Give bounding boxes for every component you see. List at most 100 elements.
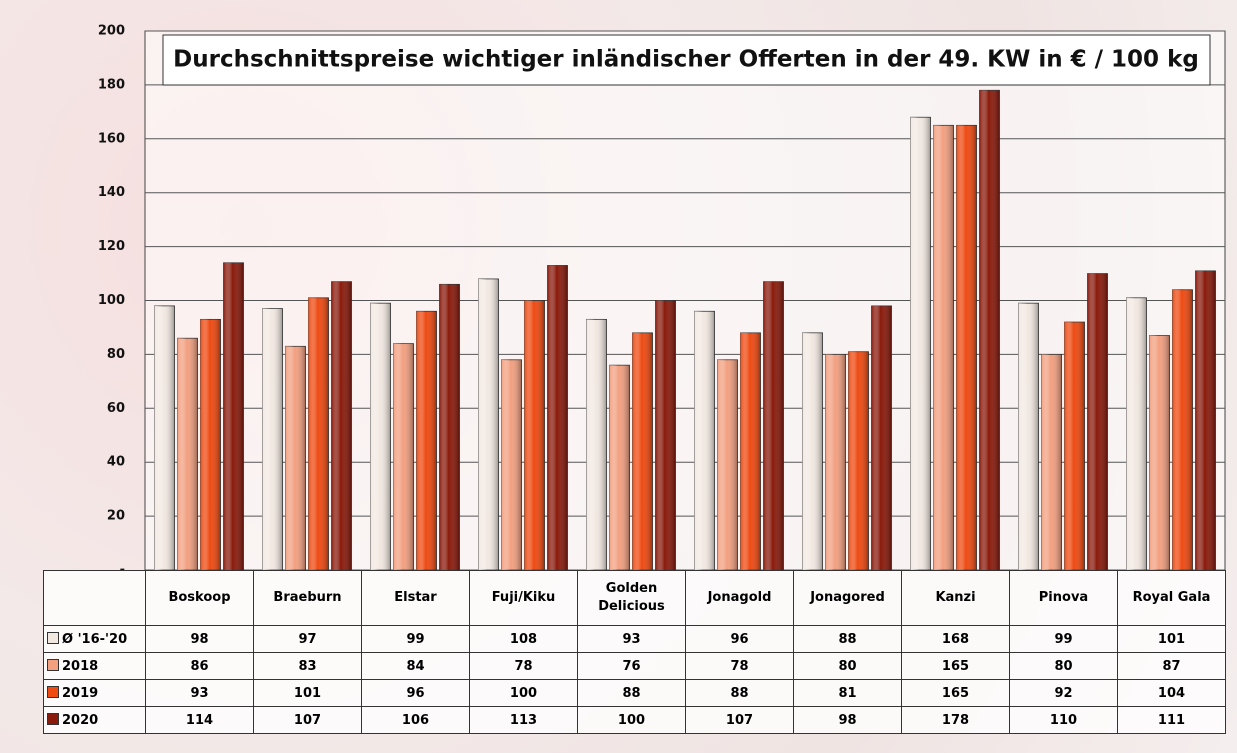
bar <box>871 305 892 571</box>
legend-label: 2020 <box>62 712 99 728</box>
bar <box>825 353 846 571</box>
bar <box>393 343 414 571</box>
category-label: Fuji/Kiku <box>469 570 578 626</box>
value-cell: 86 <box>145 652 254 680</box>
bar <box>763 281 784 571</box>
value-cell: 88 <box>793 625 902 653</box>
bar <box>1087 273 1108 571</box>
bar <box>177 337 198 571</box>
value-cell: 110 <box>1009 706 1118 734</box>
value-cell: 101 <box>1117 625 1226 653</box>
data-table: Boskoop Braeburn Elstar Fuji/Kiku Golden Del… <box>43 570 1226 734</box>
value-cell: 97 <box>253 625 362 653</box>
y-tick-label: 200 <box>98 24 125 39</box>
value-cell: 114 <box>145 706 254 734</box>
value-cell: 76 <box>577 652 686 680</box>
legend-cell: Ø '16-'20 <box>43 625 146 653</box>
value-cell: 165 <box>901 679 1010 707</box>
value-cell: 100 <box>577 706 686 734</box>
value-cell: 107 <box>253 706 362 734</box>
bar <box>979 89 1000 571</box>
bar <box>694 310 715 571</box>
legend-swatch <box>47 712 59 725</box>
y-tick-label: 80 <box>107 347 125 362</box>
value-cell: 80 <box>793 652 902 680</box>
value-cell: 80 <box>1009 652 1118 680</box>
bar <box>632 332 653 571</box>
bar <box>848 351 869 571</box>
legend-swatch <box>47 631 59 644</box>
bar <box>655 300 676 571</box>
table-row: 2019 93 101 96 100 88 88 81 165 92 104 <box>43 679 1226 707</box>
value-cell: 96 <box>361 679 470 707</box>
value-cell: 84 <box>361 652 470 680</box>
y-tick-label: 100 <box>98 293 125 308</box>
bar <box>1126 297 1147 571</box>
bar <box>1018 302 1039 571</box>
bar <box>1149 335 1170 571</box>
bar <box>285 345 306 571</box>
value-cell: 87 <box>1117 652 1226 680</box>
y-tick-label: 40 <box>107 455 125 470</box>
value-cell: 178 <box>901 706 1010 734</box>
bar <box>1041 353 1062 571</box>
value-cell: 98 <box>145 625 254 653</box>
value-cell: 88 <box>685 679 794 707</box>
y-tick-label: 20 <box>107 509 125 524</box>
legend-label: Ø '16-'20 <box>62 631 128 647</box>
table-header: Boskoop Braeburn Elstar Fuji/Kiku Golden Del… <box>43 570 1226 626</box>
bar <box>200 318 221 571</box>
category-label: Jonagored <box>793 570 902 626</box>
bar <box>910 116 931 571</box>
value-cell: 99 <box>361 625 470 653</box>
category-label: Golden Delicious <box>577 570 686 626</box>
value-cell: 83 <box>253 652 362 680</box>
legend-label: 2019 <box>62 685 99 701</box>
category-label: Elstar <box>361 570 470 626</box>
bar <box>956 124 977 571</box>
table-row: 2018 86 83 84 78 76 78 80 165 80 87 <box>43 652 1226 680</box>
value-cell: 93 <box>145 679 254 707</box>
legend-swatch <box>47 685 59 698</box>
chart-title: Durchschnittspreise wichtiger inländisch… <box>173 47 1199 73</box>
value-cell: 99 <box>1009 625 1118 653</box>
legend-label: 2018 <box>62 658 99 674</box>
corner-cell <box>43 570 146 626</box>
value-cell: 93 <box>577 625 686 653</box>
value-cell: 96 <box>685 625 794 653</box>
bar <box>1064 321 1085 571</box>
value-cell: 104 <box>1117 679 1226 707</box>
bar <box>501 359 522 571</box>
value-cell: 100 <box>469 679 578 707</box>
bar <box>308 297 329 571</box>
bar <box>223 262 244 571</box>
title-box <box>162 34 1211 86</box>
y-tick-label: 180 <box>98 77 125 92</box>
bar <box>802 332 823 571</box>
value-cell: 98 <box>793 706 902 734</box>
category-label: Boskoop <box>145 570 254 626</box>
table-row: 2020 114 107 106 113 100 107 98 178 110 111 <box>43 706 1226 734</box>
bar <box>717 359 738 571</box>
legend-cell: 2020 <box>43 706 146 734</box>
value-cell: 108 <box>469 625 578 653</box>
bar <box>416 310 437 571</box>
bar <box>740 332 761 571</box>
legend-cell: 2019 <box>43 679 146 707</box>
value-cell: 101 <box>253 679 362 707</box>
bar <box>478 278 499 571</box>
category-label: Braeburn <box>253 570 362 626</box>
bar <box>370 302 391 571</box>
value-cell: 107 <box>685 706 794 734</box>
value-cell: 106 <box>361 706 470 734</box>
y-tick-label: 140 <box>98 185 125 200</box>
value-cell: 92 <box>1009 679 1118 707</box>
bar <box>933 124 954 571</box>
value-cell: 88 <box>577 679 686 707</box>
category-label: Pinova <box>1009 570 1118 626</box>
value-cell: 113 <box>469 706 578 734</box>
bar <box>1172 289 1193 571</box>
y-tick-label: 60 <box>107 401 125 416</box>
bar <box>439 283 460 571</box>
